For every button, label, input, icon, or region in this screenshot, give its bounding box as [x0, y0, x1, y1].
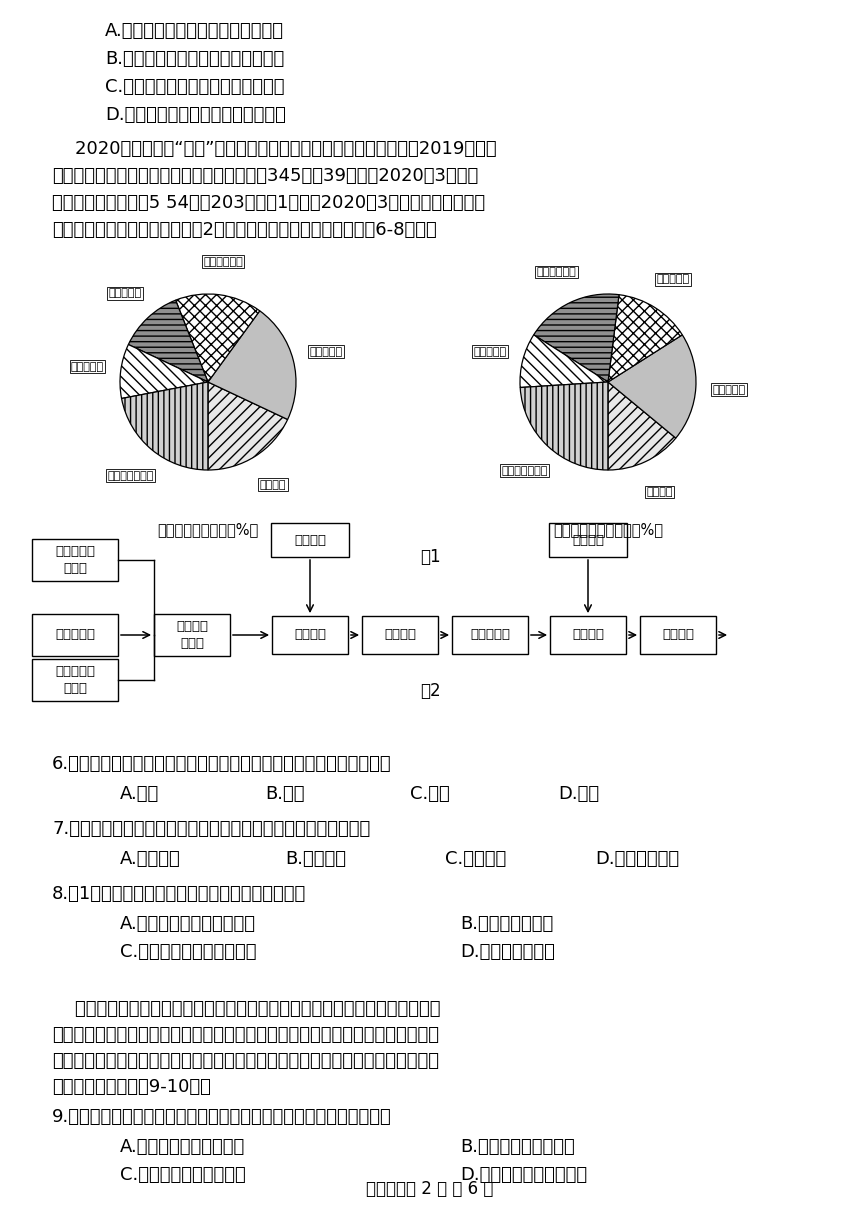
Text: 核桃是世界四大坚果之一，目前在我国广泛种植，其中新疆和田是主要产区之: 核桃是世界四大坚果之一，目前在我国广泛种植，其中新疆和田是主要产区之	[52, 1000, 440, 1017]
Wedge shape	[520, 335, 608, 387]
FancyBboxPatch shape	[32, 539, 118, 581]
Text: 无纺布卷料
（外）: 无纺布卷料 （外）	[55, 545, 95, 574]
Text: 口罩成型: 口罩成型	[294, 628, 326, 641]
Text: 口罩切断: 口罩切断	[384, 628, 416, 641]
Text: C.与防疫物资技术关联度高: C.与防疫物资技术关联度高	[120, 943, 256, 961]
Text: 医药制造业: 医药制造业	[309, 347, 342, 357]
FancyBboxPatch shape	[32, 658, 118, 701]
Text: 防护服务业: 防护服务业	[108, 288, 141, 298]
Text: 鼻尖上料: 鼻尖上料	[294, 533, 326, 546]
Text: D.技术: D.技术	[558, 785, 599, 803]
Text: A.靠近名牌大学，便于储备研发人才: A.靠近名牌大学，便于储备研发人才	[105, 22, 284, 40]
Text: B.市场: B.市场	[265, 785, 304, 803]
Wedge shape	[121, 382, 208, 470]
Text: 图2: 图2	[420, 682, 440, 700]
FancyBboxPatch shape	[32, 615, 118, 656]
Text: 8.图1中五类行业能够快速转产，主要是自身（　）: 8.图1中五类行业能够快速转产，主要是自身（ ）	[52, 885, 306, 903]
Text: 专业设备制造业: 专业设备制造业	[108, 471, 154, 481]
Text: 其他产业: 其他产业	[647, 487, 673, 497]
Text: A.河流众多，水源更充足: A.河流众多，水源更充足	[120, 1138, 245, 1156]
Text: D.晴天多，日照时间更长: D.晴天多，日照时间更长	[460, 1166, 587, 1184]
Text: C.信息联系: C.信息联系	[445, 849, 507, 868]
Text: D.流动资金更雄厚: D.流动资金更雄厚	[460, 943, 555, 961]
Text: A.具有防疫物资的生产历史: A.具有防疫物资的生产历史	[120, 915, 256, 933]
Text: 9.新疆和田核桃出仁率、出油率高于北京平谷的主要自然原因是（　）: 9.新疆和田核桃出仁率、出油率高于北京平谷的主要自然原因是（ ）	[52, 1107, 392, 1126]
Text: 转产防护服企业占比（%）: 转产防护服企业占比（%）	[553, 522, 663, 537]
Text: 专业设备制造业: 专业设备制造业	[501, 466, 548, 476]
Text: C.政策: C.政策	[410, 785, 450, 803]
Text: 自明清两朝开始，收藏文玩核桃在达官贵人中广为流行。北京平谷是文玩核桃的主: 自明清两朝开始，收藏文玩核桃在达官贵人中广为流行。北京平谷是文玩核桃的主	[52, 1051, 439, 1070]
FancyBboxPatch shape	[272, 616, 348, 654]
Text: 半成品翻转: 半成品翻转	[470, 628, 510, 641]
Text: 我国拥有资质生产医用口罩和防护服的企业为345家和39家，至2020年3月底，: 我国拥有资质生产医用口罩和防护服的企业为345家和39家，至2020年3月底，	[52, 167, 478, 185]
Text: 医药制造业: 医药制造业	[656, 275, 690, 285]
Wedge shape	[520, 382, 608, 470]
Wedge shape	[208, 382, 287, 470]
Text: 图1: 图1	[420, 548, 440, 566]
Text: 纺织服务业: 纺织服务业	[713, 385, 746, 394]
Text: 耳带上料: 耳带上料	[572, 533, 604, 546]
Text: 科技服务业: 科技服务业	[71, 361, 104, 371]
Text: 批发和零售业: 批发和零售业	[203, 257, 243, 267]
Text: 卷料复合
及折叠: 卷料复合 及折叠	[176, 619, 208, 650]
FancyBboxPatch shape	[154, 615, 230, 656]
Text: B.地处大中城市，便于提供充足用地: B.地处大中城市，便于提供充足用地	[105, 50, 285, 68]
Text: 2020年，为满足“新冠”防疫需求，企业转产成为了一种新的业态，2019年底，: 2020年，为满足“新冠”防疫需求，企业转产成为了一种新的业态，2019年底，	[52, 140, 496, 158]
FancyBboxPatch shape	[640, 616, 716, 654]
Text: 科技服务业: 科技服务业	[474, 347, 507, 357]
Text: A.原料: A.原料	[120, 785, 159, 803]
Text: C.接近消费市场，便于成品就近配送: C.接近消费市场，便于成品就近配送	[105, 78, 285, 96]
Wedge shape	[208, 310, 296, 420]
Text: 资企业行业类型及数量占比，图2为口罩生产工艺流程图。完成下面6-8小题。: 资企业行业类型及数量占比，图2为口罩生产工艺流程图。完成下面6-8小题。	[52, 221, 437, 239]
Wedge shape	[608, 335, 696, 438]
FancyBboxPatch shape	[271, 523, 349, 557]
Wedge shape	[608, 295, 682, 382]
Text: 7.无纺布卷料生产厂与口罩加工厂之间的地域联系方式属于（　）: 7.无纺布卷料生产厂与口罩加工厂之间的地域联系方式属于（ ）	[52, 820, 371, 839]
Text: 其他产业: 其他产业	[260, 479, 286, 489]
Text: 无纺布卷料
（内）: 无纺布卷料 （内）	[55, 664, 95, 695]
Text: C.地形平坦，土壤更肥沃: C.地形平坦，土壤更肥沃	[120, 1166, 246, 1184]
FancyBboxPatch shape	[362, 616, 438, 654]
Text: 6.新冠疫情爆发后企业转产生产口罩和防护服，主要影响因素是（　）: 6.新冠疫情爆发后企业转产生产口罩和防护服，主要影响因素是（ ）	[52, 755, 391, 773]
Text: 成品出料: 成品出料	[662, 628, 694, 641]
FancyBboxPatch shape	[550, 616, 626, 654]
FancyBboxPatch shape	[549, 523, 627, 557]
FancyBboxPatch shape	[452, 616, 528, 654]
Wedge shape	[608, 382, 676, 470]
Text: 两类企业分别增加了5 54家和203家。图1为截止2020年3月底我国转产防疫物: 两类企业分别增加了5 54家和203家。图1为截止2020年3月底我国转产防疫物	[52, 194, 485, 212]
Text: 批发和零售业: 批发和零售业	[537, 267, 576, 277]
Text: A.商贸联系: A.商贸联系	[120, 849, 181, 868]
Text: D.交通运输便利，便于产品供应市场: D.交通运输便利，便于产品供应市场	[105, 106, 286, 124]
Wedge shape	[175, 295, 260, 382]
Text: D.生产协作联系: D.生产协作联系	[595, 849, 679, 868]
Text: B.纬度低，热量更充足: B.纬度低，热量更充足	[460, 1138, 574, 1156]
Wedge shape	[120, 344, 208, 398]
Wedge shape	[534, 295, 619, 382]
Text: B.距离消费市场近: B.距离消费市场近	[460, 915, 553, 933]
Text: 耳带焊接: 耳带焊接	[572, 628, 604, 641]
Text: 产区。据此完成下列9-10题。: 产区。据此完成下列9-10题。	[52, 1078, 211, 1097]
Text: 高一地理第 2 页 共 6 页: 高一地理第 2 页 共 6 页	[366, 1180, 494, 1198]
Text: B.科技联系: B.科技联系	[285, 849, 346, 868]
Text: 转产口罩企业占比（%）: 转产口罩企业占比（%）	[157, 522, 259, 537]
Text: 静电棉卷料: 静电棉卷料	[55, 628, 95, 641]
Text: 一。文玩核桃是对核桃进行特型、特色的选择和加工后形成的有收藏价值的核桃，: 一。文玩核桃是对核桃进行特型、特色的选择和加工后形成的有收藏价值的核桃，	[52, 1026, 439, 1044]
Wedge shape	[128, 301, 208, 382]
